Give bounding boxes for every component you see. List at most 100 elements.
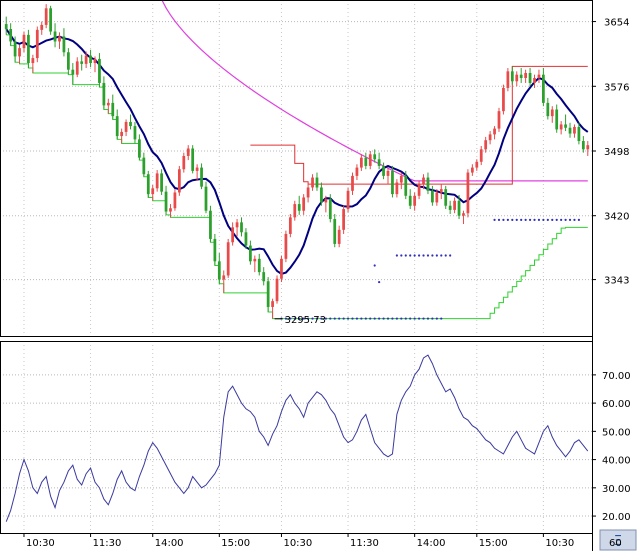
support-dot — [426, 317, 430, 320]
support-dot — [417, 317, 421, 320]
candle — [35, 26, 39, 63]
candle — [382, 162, 385, 180]
candle-body — [62, 36, 66, 53]
candle — [138, 134, 141, 161]
candle-body — [93, 58, 97, 64]
candle — [462, 210, 465, 224]
candle — [355, 164, 359, 181]
support-dot — [346, 317, 350, 320]
candle-body — [373, 154, 377, 160]
candle — [413, 192, 417, 211]
time-axis: 10:30 11:30 14:00 15:00 10:30 11:30 14:00 15:00… — [23, 533, 574, 549]
candle — [506, 68, 510, 92]
candle — [93, 56, 97, 73]
support-dot — [577, 218, 581, 221]
candle — [98, 53, 101, 88]
logo-glyph: Ξ — [614, 534, 622, 549]
support-dot — [284, 317, 288, 320]
support-dot — [342, 317, 345, 320]
candle-body — [377, 159, 381, 166]
candle — [546, 97, 550, 120]
candle-body — [275, 278, 279, 302]
support-dot — [404, 317, 407, 320]
support-dot — [497, 218, 501, 221]
candle — [377, 152, 381, 170]
support-dot — [520, 218, 523, 221]
candle-body — [342, 209, 345, 230]
candle-body — [98, 58, 101, 83]
support-dot — [422, 254, 425, 257]
candle — [280, 255, 283, 283]
candle — [62, 28, 66, 57]
support-dot — [320, 317, 323, 320]
support-dot — [528, 218, 532, 221]
candle — [302, 194, 306, 215]
candle-body — [413, 195, 417, 206]
support-dot — [422, 317, 425, 320]
support-dot — [564, 218, 567, 221]
candle — [177, 165, 181, 196]
support-dot — [298, 317, 301, 320]
candle — [31, 54, 35, 74]
candle-body — [191, 148, 195, 171]
candle — [40, 21, 44, 35]
candle-body — [266, 281, 270, 307]
oscillator-line — [5, 354, 589, 522]
support-dot — [493, 218, 496, 221]
candle-body — [524, 73, 528, 78]
support-dot — [506, 218, 509, 221]
candle-body — [9, 29, 13, 42]
candle — [581, 136, 585, 153]
candle-body — [315, 177, 319, 188]
candle — [49, 5, 52, 35]
support-dot — [386, 317, 390, 320]
low-annotation: 3295.73 — [274, 315, 326, 326]
time-tick-label: 14:00 — [417, 538, 446, 549]
candle-body — [333, 219, 337, 244]
candle-body — [151, 188, 155, 195]
candle-body — [71, 69, 75, 75]
candle — [89, 49, 92, 68]
candle-body — [253, 258, 257, 262]
price-dots — [280, 218, 581, 320]
oscillator-tick-label: 50.00 — [602, 427, 631, 438]
candle — [195, 164, 199, 181]
candle-body — [124, 121, 128, 132]
candle-body — [222, 275, 226, 280]
candle-body — [404, 175, 408, 196]
candle-body — [18, 48, 21, 57]
candle-body — [89, 55, 92, 64]
candle-body — [488, 134, 492, 141]
candle-body — [182, 155, 186, 170]
candle-body — [337, 229, 341, 244]
candle — [488, 131, 492, 145]
candle — [555, 104, 559, 133]
candle — [213, 233, 217, 266]
candle-body — [359, 157, 363, 168]
candle-body — [213, 238, 217, 262]
candle-body — [462, 213, 465, 216]
long-ma-line — [161, 0, 588, 182]
support-dot — [289, 317, 292, 320]
support-dot — [568, 218, 572, 221]
support-dot — [400, 254, 403, 257]
corner-logo[interactable]: Ξ — [599, 529, 637, 551]
candle-body — [555, 109, 559, 130]
candle — [222, 270, 226, 293]
support-dot — [293, 317, 296, 320]
candle — [542, 68, 545, 107]
candle — [186, 145, 190, 161]
candle-body — [391, 170, 394, 195]
support-dot — [551, 218, 554, 221]
candle-body — [519, 74, 523, 78]
candle — [417, 180, 421, 200]
price-tick-label: 3576 — [604, 82, 629, 93]
candle — [533, 74, 536, 88]
low-annotation-label: 3295.73 — [285, 315, 326, 326]
support-dot — [431, 317, 434, 320]
candle — [364, 152, 368, 170]
support-dot — [449, 254, 452, 257]
candle-body — [546, 102, 550, 117]
oscillator-tick-label: 30.00 — [602, 484, 631, 495]
candle — [320, 182, 323, 206]
